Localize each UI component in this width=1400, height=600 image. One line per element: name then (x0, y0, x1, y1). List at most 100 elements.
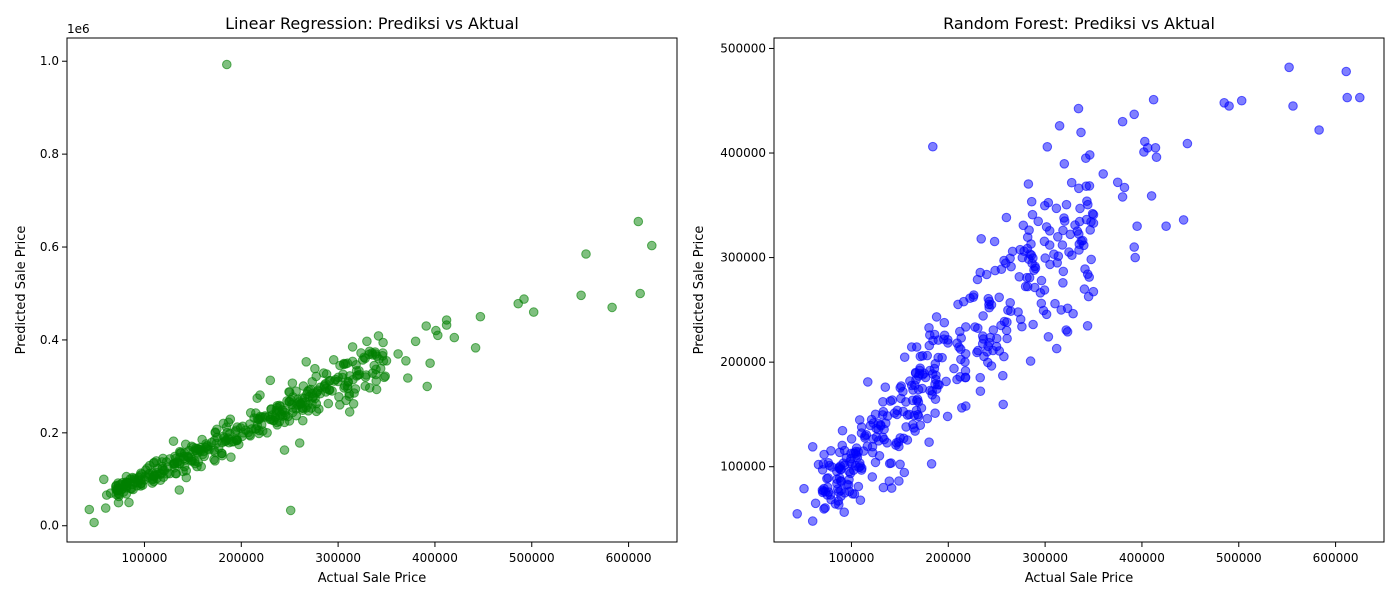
y-tick-label: 1.0 (40, 54, 59, 68)
data-point (335, 360, 345, 371)
data-point (1088, 218, 1099, 228)
data-point (105, 488, 116, 499)
data-point (576, 290, 586, 301)
data-point (157, 464, 167, 474)
data-point (1075, 203, 1085, 214)
data-point (926, 459, 937, 469)
y-axis-label: Predicted Sale Price (14, 226, 29, 355)
data-point (942, 411, 953, 422)
data-point (279, 445, 290, 455)
data-point (1050, 298, 1060, 309)
data-point (949, 363, 959, 374)
x-tick-label: 400000 (1119, 551, 1165, 565)
data-point (886, 458, 896, 468)
data-point (310, 393, 320, 404)
data-point (372, 351, 382, 362)
data-point (1022, 281, 1033, 292)
data-point (943, 335, 953, 345)
data-point (1054, 121, 1065, 131)
data-point (357, 355, 368, 365)
data-point (1027, 209, 1038, 220)
data-point (306, 403, 317, 413)
data-point (1073, 103, 1084, 114)
data-point (144, 460, 155, 471)
data-point (299, 393, 310, 404)
data-point (810, 498, 821, 509)
data-point (254, 428, 264, 439)
data-point (834, 500, 844, 510)
chart-title: Random Forest: Prediksi vs Aktual (943, 14, 1215, 33)
data-point (1028, 319, 1038, 330)
data-point (284, 416, 295, 426)
data-point (1236, 95, 1247, 106)
y-tick-label: 0.4 (40, 333, 59, 347)
data-point (323, 398, 334, 409)
data-point (410, 336, 421, 347)
data-point (853, 481, 864, 492)
data-point (961, 401, 971, 411)
data-point (1015, 314, 1026, 325)
random-forest-panel: Random Forest: Prediksi vs Aktual 100000… (692, 14, 1385, 586)
data-point (155, 475, 166, 486)
data-point (1098, 169, 1108, 179)
x-axis-ticks: 100000 200000 300000 400000 500000 600000 (829, 542, 1358, 565)
data-point (373, 331, 384, 341)
data-point (475, 311, 486, 322)
data-point (886, 483, 897, 493)
data-point (878, 482, 889, 493)
data-point (1288, 101, 1298, 111)
data-point (819, 504, 829, 514)
data-point (126, 484, 137, 494)
data-point (135, 475, 146, 485)
data-point (174, 485, 185, 495)
data-point (425, 358, 435, 369)
data-point (172, 457, 182, 468)
data-point (1086, 254, 1096, 265)
y-tick-label: 0.8 (40, 147, 59, 161)
data-point (1070, 220, 1080, 230)
data-point (1341, 66, 1351, 77)
data-point (969, 290, 979, 300)
data-point (837, 425, 848, 436)
data-point (379, 372, 390, 383)
data-point (89, 517, 99, 528)
data-point (240, 425, 251, 436)
data-point (262, 428, 272, 438)
data-point (310, 363, 320, 374)
data-point (1058, 266, 1069, 277)
data-point (908, 385, 918, 395)
data-point (338, 369, 348, 380)
data-point (1224, 101, 1234, 111)
x-tick-label: 200000 (925, 551, 971, 565)
data-point (1058, 278, 1068, 288)
plot-frame (66, 37, 678, 543)
data-point (895, 459, 905, 470)
data-point (1082, 196, 1092, 206)
data-point (836, 476, 847, 487)
data-point (1064, 247, 1074, 257)
data-point (403, 373, 413, 383)
data-point (99, 474, 109, 485)
data-point (996, 264, 1007, 275)
data-point (857, 463, 867, 474)
data-point (1022, 272, 1032, 283)
data-point (846, 434, 857, 444)
data-point (874, 451, 885, 461)
data-point (880, 382, 891, 393)
data-point (956, 333, 967, 343)
data-point (375, 363, 386, 374)
data-point (998, 399, 1009, 410)
data-point (839, 507, 850, 518)
data-point (896, 381, 907, 391)
data-point (1026, 239, 1036, 249)
data-point (1129, 109, 1139, 120)
scatter-points (792, 62, 1365, 526)
data-point (991, 341, 1002, 352)
data-point (982, 347, 992, 357)
data-point (1130, 252, 1140, 263)
data-point (961, 322, 971, 332)
data-point (1151, 152, 1162, 162)
data-point (807, 442, 818, 452)
data-point (344, 407, 355, 417)
data-point (1051, 343, 1062, 354)
